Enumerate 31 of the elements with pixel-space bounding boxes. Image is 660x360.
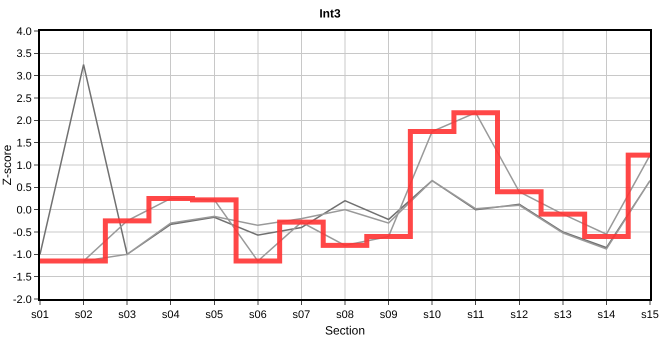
y-tick-label: 3.0 bbox=[16, 70, 32, 83]
x-tick-label: s15 bbox=[641, 309, 659, 322]
x-tick-label: s07 bbox=[292, 309, 310, 322]
x-tick-label: s11 bbox=[467, 309, 484, 322]
chart-title: Int3 bbox=[319, 6, 341, 20]
y-tick-label: 1.0 bbox=[16, 160, 32, 172]
y-tick-label: 3.5 bbox=[16, 48, 32, 60]
x-tick-label: s04 bbox=[162, 309, 180, 322]
y-tick-label: 2.0 bbox=[16, 115, 32, 128]
y-tick-label: -1.0 bbox=[12, 249, 32, 262]
x-tick-label: s09 bbox=[380, 309, 398, 322]
x-tick-label: s05 bbox=[205, 309, 224, 322]
y-tick-label: -0.5 bbox=[12, 226, 32, 239]
y-tick-label: 1.5 bbox=[16, 138, 32, 150]
x-tick-label: s10 bbox=[423, 309, 442, 322]
y-tick-label: -2.0 bbox=[12, 294, 32, 306]
y-axis-title: Z-score bbox=[0, 144, 14, 186]
x-tick-label: s03 bbox=[118, 309, 136, 322]
x-tick-label: s13 bbox=[554, 309, 572, 322]
x-tick-label: s12 bbox=[510, 309, 528, 322]
x-tick-label: s14 bbox=[598, 309, 616, 322]
y-tick-label: -1.5 bbox=[12, 272, 32, 284]
x-tick-label: s02 bbox=[74, 309, 92, 322]
x-tick-label: s01 bbox=[31, 309, 49, 322]
x-tick-label: s06 bbox=[248, 309, 267, 322]
y-tick-label: 0.5 bbox=[16, 182, 32, 194]
y-tick-label: 4.0 bbox=[16, 26, 32, 38]
x-tick-label: s08 bbox=[336, 309, 354, 322]
y-tick-label: 0.0 bbox=[16, 204, 32, 217]
x-axis-title: Section bbox=[324, 324, 366, 338]
y-tick-label: 2.5 bbox=[16, 92, 32, 105]
